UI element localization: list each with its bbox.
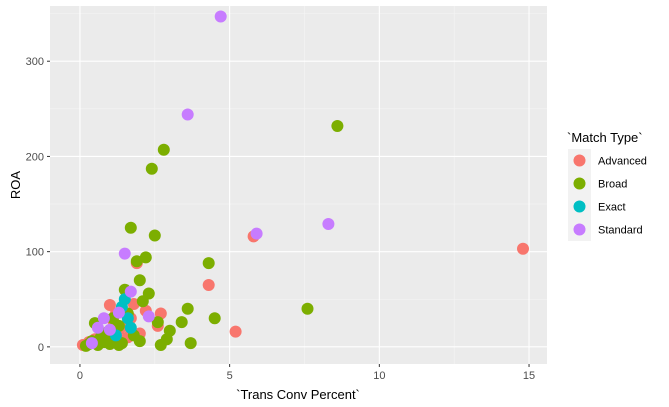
point-standard	[97, 312, 110, 325]
point-advanced	[127, 298, 140, 310]
legend-swatch-advanced	[573, 154, 586, 167]
point-broad	[175, 316, 188, 329]
point-broad	[148, 229, 161, 242]
point-advanced	[517, 242, 529, 255]
data-points	[76, 10, 529, 352]
point-broad	[202, 257, 215, 270]
point-broad	[163, 324, 176, 337]
legend-label-broad: Broad	[598, 179, 627, 191]
y-tick-label: 0	[38, 342, 44, 354]
point-broad	[331, 120, 344, 132]
legend-items: Advanced Broad Exact Standard	[568, 149, 647, 241]
point-advanced	[202, 279, 215, 291]
point-standard	[250, 227, 263, 240]
legend-swatch-broad	[573, 177, 586, 190]
point-broad	[184, 337, 197, 350]
point-broad	[139, 251, 152, 264]
point-advanced	[229, 325, 242, 338]
point-broad	[145, 162, 158, 175]
legend: `Match Type` Advanced Broad Exact Standard	[567, 130, 647, 241]
point-standard	[142, 310, 155, 323]
y-tick-label: 300	[26, 56, 44, 68]
legend-swatch-exact	[573, 200, 586, 213]
point-standard	[124, 285, 137, 298]
point-broad	[124, 221, 137, 234]
point-broad	[151, 316, 164, 329]
legend-label-exact: Exact	[598, 202, 626, 214]
point-standard	[112, 306, 125, 319]
point-standard	[85, 337, 98, 350]
legend-title: `Match Type`	[567, 130, 643, 145]
point-exact	[124, 321, 137, 334]
point-broad	[181, 302, 194, 315]
legend-swatch-standard	[573, 223, 586, 236]
y-axis-title: ROA	[8, 171, 23, 200]
legend-label-advanced: Advanced	[598, 156, 647, 168]
x-axis-title: `Trans Conv Percent`	[236, 387, 360, 402]
point-broad	[112, 339, 125, 351]
point-broad	[142, 287, 155, 300]
point-broad	[112, 319, 125, 332]
legend-label-standard: Standard	[598, 225, 643, 237]
x-tick-label: 15	[523, 370, 535, 382]
grid-major	[50, 6, 547, 364]
point-broad	[133, 274, 146, 287]
point-broad	[130, 255, 143, 268]
point-standard	[103, 323, 116, 336]
point-standard	[214, 10, 227, 23]
y-tick-label: 200	[26, 151, 44, 163]
point-broad	[301, 302, 314, 315]
point-standard	[181, 108, 194, 121]
point-standard	[118, 247, 131, 260]
x-tick-label: 0	[77, 370, 83, 382]
point-advanced	[103, 299, 116, 311]
x-tick-label: 10	[373, 370, 385, 382]
point-standard	[91, 321, 104, 334]
point-standard	[322, 218, 335, 230]
y-tick-label: 100	[26, 247, 44, 259]
point-exact	[121, 312, 134, 325]
point-broad	[208, 312, 221, 325]
y-axis-ticks: 0 100 200 300	[26, 56, 50, 354]
point-broad	[157, 143, 170, 156]
x-axis-ticks: 0 5 10 15	[77, 364, 535, 382]
point-broad	[133, 335, 146, 348]
x-tick-label: 5	[227, 370, 233, 382]
